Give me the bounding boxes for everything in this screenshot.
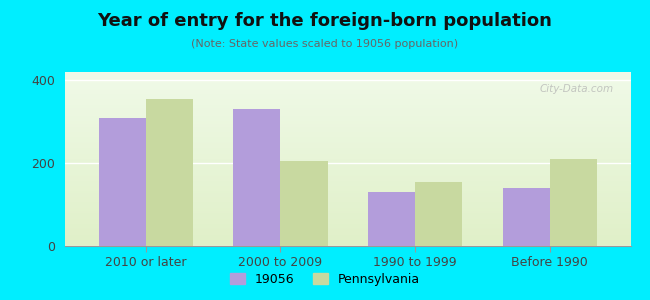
Bar [99, 118, 146, 246]
Bar [550, 159, 597, 246]
Bar [415, 182, 462, 246]
Bar [233, 109, 280, 246]
Legend: 19056, Pennsylvania: 19056, Pennsylvania [225, 268, 425, 291]
Text: City-Data.com: City-Data.com [540, 84, 614, 94]
Bar [502, 188, 550, 246]
Bar [280, 161, 328, 246]
Text: (Note: State values scaled to 19056 population): (Note: State values scaled to 19056 popu… [192, 39, 458, 49]
Bar [146, 99, 193, 246]
Bar [368, 192, 415, 246]
Text: Year of entry for the foreign-born population: Year of entry for the foreign-born popul… [98, 12, 552, 30]
